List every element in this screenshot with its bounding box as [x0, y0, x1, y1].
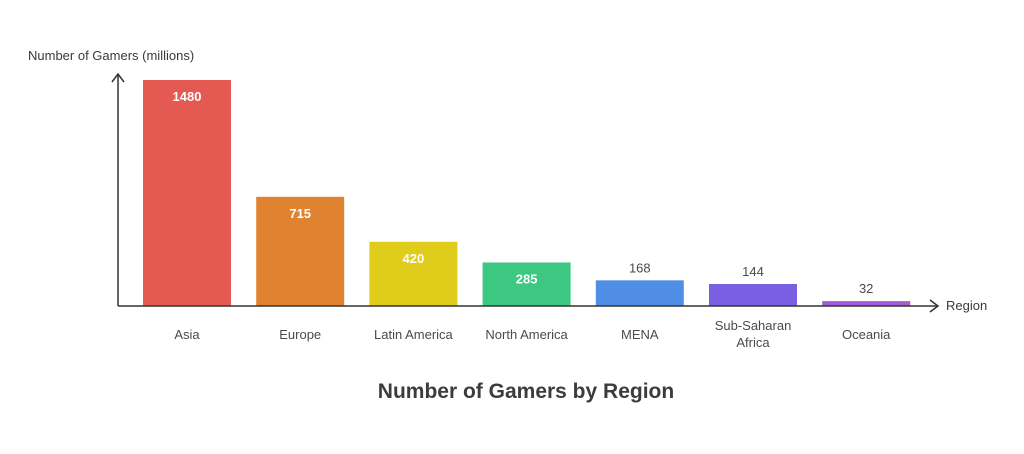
bar-oceania [822, 301, 911, 306]
x-tick-label: MENA [621, 327, 659, 342]
x-tick-labels-layer: Asia Europe Latin America North America MENA… [174, 318, 891, 350]
bar-latin-america [369, 241, 458, 306]
bar-north-america [482, 262, 571, 306]
bar-sub-saharan-africa [709, 284, 797, 306]
y-axis-arrow-icon [111, 72, 125, 83]
x-tick-label: North America [485, 327, 568, 342]
value-label: 144 [742, 264, 764, 279]
x-tick-label: Latin America [374, 327, 454, 342]
bars-layer [143, 80, 911, 306]
value-label: 32 [859, 281, 873, 296]
x-axis-arrow-icon [929, 299, 940, 313]
x-tick-label: Oceania [842, 327, 891, 342]
y-axis-label: Number of Gamers (millions) [28, 48, 194, 63]
bar-europe [256, 196, 345, 306]
value-labels-layer: 1480 715 420 285 168 144 32 [173, 89, 874, 296]
value-label: 420 [403, 251, 425, 266]
value-label: 715 [289, 206, 311, 221]
x-axis-label: Region [946, 298, 987, 313]
bar-asia [143, 80, 231, 306]
value-label: 1480 [173, 89, 202, 104]
x-tick-label: Sub-Saharan Africa [715, 318, 792, 350]
chart-title: Number of Gamers by Region [378, 380, 674, 403]
x-tick-label: Asia [174, 327, 200, 342]
x-tick-label: Europe [279, 327, 321, 342]
bar-mena [595, 280, 684, 306]
value-label: 285 [516, 271, 538, 286]
value-label: 168 [629, 260, 651, 275]
